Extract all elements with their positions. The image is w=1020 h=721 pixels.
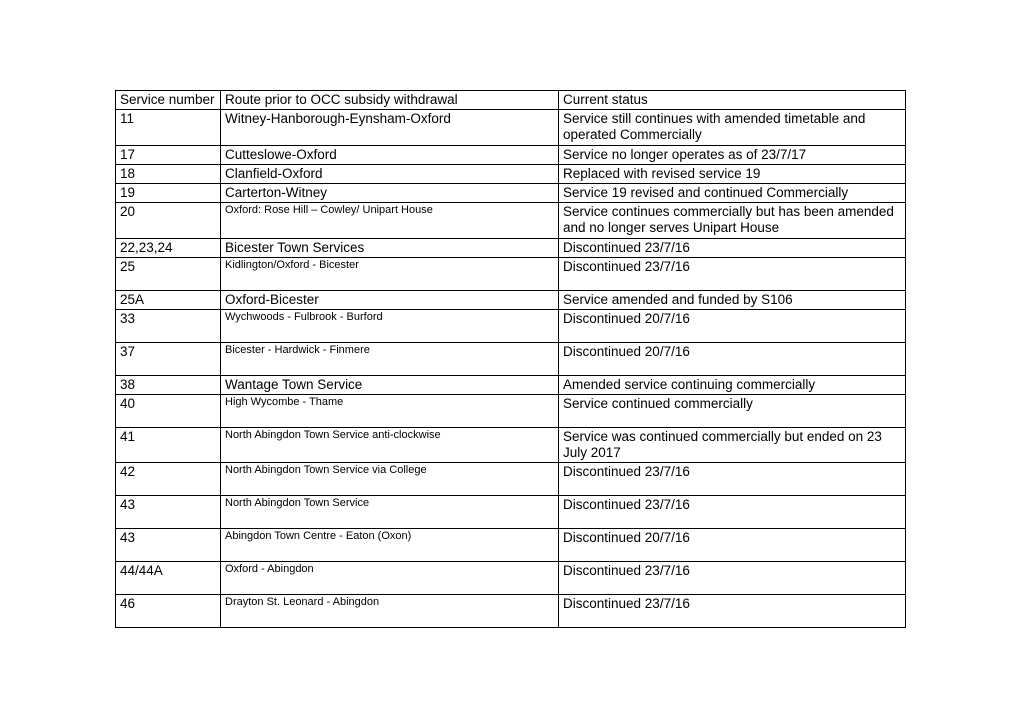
cell-route: Bicester - Hardwick - Finmere: [221, 342, 559, 375]
cell-service: 20: [116, 203, 221, 238]
cell-route: Carterton-Witney: [221, 183, 559, 202]
cell-status: Service 19 revised and continued Commerc…: [559, 183, 906, 202]
cell-service: 40: [116, 395, 221, 428]
cell-status: Discontinued 23/7/16: [559, 595, 906, 628]
cell-route: Abingdon Town Centre - Eaton (Oxon): [221, 529, 559, 562]
services-table: Service number Route prior to OCC subsid…: [115, 90, 906, 628]
cell-status: Replaced with revised service 19: [559, 164, 906, 183]
cell-status: Discontinued 23/7/16: [559, 463, 906, 496]
cell-status: Discontinued 20/7/16: [559, 529, 906, 562]
cell-status: Service was continued commercially but e…: [559, 428, 906, 463]
cell-route: North Abingdon Town Service via College: [221, 463, 559, 496]
cell-status: Discontinued 23/7/16: [559, 257, 906, 290]
cell-route: North Abingdon Town Service: [221, 496, 559, 529]
cell-status: Discontinued 23/7/16: [559, 496, 906, 529]
cell-status: Service no longer operates as of 23/7/17: [559, 145, 906, 164]
cell-status: Service still continues with amended tim…: [559, 110, 906, 145]
cell-status: Service amended and funded by S106: [559, 290, 906, 309]
cell-route: Bicester Town Services: [221, 238, 559, 257]
cell-service: 25: [116, 257, 221, 290]
cell-route: Kidlington/Oxford - Bicester: [221, 257, 559, 290]
cell-service: 42: [116, 463, 221, 496]
table-row: 17Cutteslowe-OxfordService no longer ope…: [116, 145, 906, 164]
cell-route: Oxford: Rose Hill – Cowley/ Unipart Hous…: [221, 203, 559, 238]
table-row: 25AOxford-BicesterService amended and fu…: [116, 290, 906, 309]
cell-service: 43: [116, 529, 221, 562]
cell-status: Service continues commercially but has b…: [559, 203, 906, 238]
cell-route: Clanfield-Oxford: [221, 164, 559, 183]
table-body: Service number Route prior to OCC subsid…: [116, 91, 906, 628]
table-row: 20Oxford: Rose Hill – Cowley/ Unipart Ho…: [116, 203, 906, 238]
table-row: 11Witney-Hanborough-Eynsham-OxfordServic…: [116, 110, 906, 145]
cell-service: 19: [116, 183, 221, 202]
cell-service: 11: [116, 110, 221, 145]
table-row: 22,23,24Bicester Town ServicesDiscontinu…: [116, 238, 906, 257]
cell-route: North Abingdon Town Service anti-clockwi…: [221, 428, 559, 463]
table-row: 33Wychwoods - Fulbrook - BurfordDisconti…: [116, 309, 906, 342]
cell-service: 41: [116, 428, 221, 463]
table-row: 25Kidlington/Oxford - BicesterDiscontinu…: [116, 257, 906, 290]
table-row: 18Clanfield-OxfordReplaced with revised …: [116, 164, 906, 183]
col-header-status: Current status: [559, 91, 906, 110]
cell-service: 46: [116, 595, 221, 628]
cell-service: 44/44A: [116, 562, 221, 595]
cell-route: Wantage Town Service: [221, 375, 559, 394]
table-header-row: Service number Route prior to OCC subsid…: [116, 91, 906, 110]
cell-service: 43: [116, 496, 221, 529]
cell-route: Oxford-Bicester: [221, 290, 559, 309]
cell-status: Discontinued 20/7/16: [559, 342, 906, 375]
col-header-service: Service number: [116, 91, 221, 110]
table-row: 43North Abingdon Town ServiceDiscontinue…: [116, 496, 906, 529]
cell-status: Service continued commercially: [559, 395, 906, 428]
table-row: 46Drayton St. Leonard - AbingdonDisconti…: [116, 595, 906, 628]
cell-route: Wychwoods - Fulbrook - Burford: [221, 309, 559, 342]
cell-status: Amended service continuing commercially: [559, 375, 906, 394]
cell-service: 22,23,24: [116, 238, 221, 257]
table-row: 40High Wycombe - ThameService continued …: [116, 395, 906, 428]
cell-service: 17: [116, 145, 221, 164]
cell-route: High Wycombe - Thame: [221, 395, 559, 428]
document-page: Service number Route prior to OCC subsid…: [0, 0, 1020, 628]
cell-status: Discontinued 23/7/16: [559, 238, 906, 257]
cell-service: 38: [116, 375, 221, 394]
cell-route: Oxford - Abingdon: [221, 562, 559, 595]
table-row: 19Carterton-WitneyService 19 revised and…: [116, 183, 906, 202]
cell-service: 18: [116, 164, 221, 183]
cell-service: 33: [116, 309, 221, 342]
cell-service: 25A: [116, 290, 221, 309]
table-row: 43Abingdon Town Centre - Eaton (Oxon)Dis…: [116, 529, 906, 562]
table-row: 44/44AOxford - AbingdonDiscontinued 23/7…: [116, 562, 906, 595]
col-header-route: Route prior to OCC subsidy withdrawal: [221, 91, 559, 110]
cell-status: Discontinued 20/7/16: [559, 309, 906, 342]
table-row: 37Bicester - Hardwick - FinmereDiscontin…: [116, 342, 906, 375]
cell-route: Cutteslowe-Oxford: [221, 145, 559, 164]
table-row: 41North Abingdon Town Service anti-clock…: [116, 428, 906, 463]
table-row: 38Wantage Town ServiceAmended service co…: [116, 375, 906, 394]
cell-route: Witney-Hanborough-Eynsham-Oxford: [221, 110, 559, 145]
cell-service: 37: [116, 342, 221, 375]
cell-status: Discontinued 23/7/16: [559, 562, 906, 595]
cell-route: Drayton St. Leonard - Abingdon: [221, 595, 559, 628]
table-row: 42North Abingdon Town Service via Colleg…: [116, 463, 906, 496]
